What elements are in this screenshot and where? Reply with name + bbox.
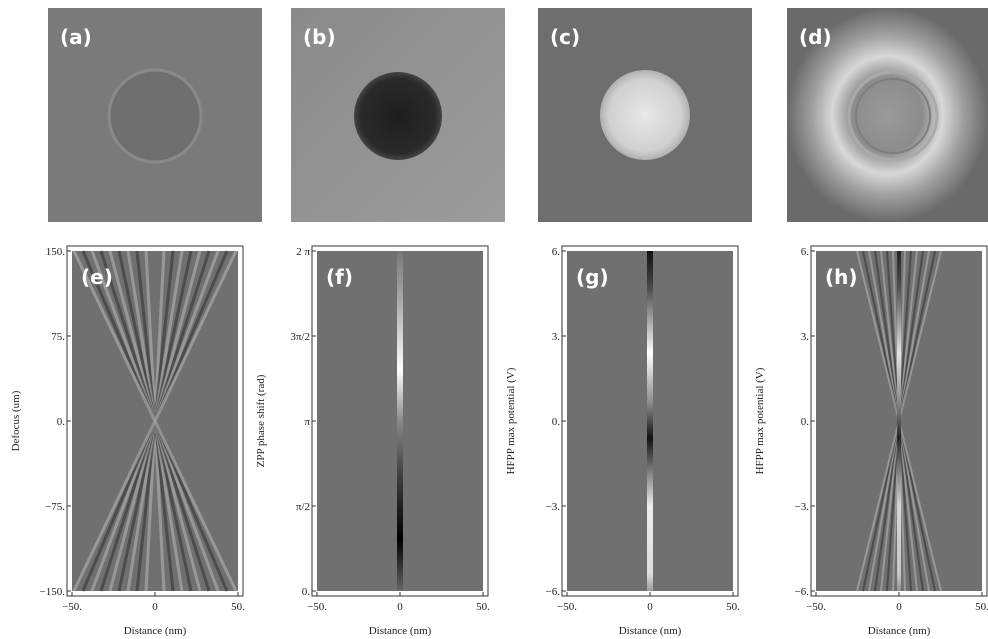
particle [109, 70, 201, 162]
y-tick-label: −6. [795, 586, 810, 598]
x-axis-label: Distance (nm) [868, 625, 931, 637]
x-tick-label: −50. [62, 601, 82, 613]
core [897, 251, 901, 591]
y-tick-label: 2 π [296, 246, 310, 258]
y-tick-label: −3. [795, 501, 810, 513]
x-axis-label: Distance (nm) [619, 625, 682, 637]
particle [600, 70, 690, 160]
y-tick-label: 6. [552, 246, 561, 258]
panel-label: (b) [303, 25, 336, 49]
y-tick-label: 0. [552, 416, 561, 428]
y-tick-label: π [304, 416, 310, 428]
x-axis-label: Distance (nm) [124, 625, 187, 637]
x-tick-label: 0 [896, 601, 902, 613]
panel-label: (e) [81, 265, 113, 289]
y-axis-label: HFPP max potential (V) [754, 367, 766, 474]
y-tick-label: 6. [801, 246, 810, 258]
y-tick-label: 0. [801, 416, 810, 428]
y-tick-label: 0. [57, 416, 66, 428]
x-tick-label: 50. [476, 601, 490, 613]
core [647, 251, 653, 591]
panel-label: (h) [825, 265, 858, 289]
panel-label: (f) [326, 265, 353, 289]
y-tick-label: −150. [40, 586, 66, 598]
plots: (e) −150. −75. 0. 75. 150. −50. 0 50. Distance (n… [10, 246, 988, 637]
x-tick-label: 0 [647, 601, 653, 613]
x-tick-label: 50. [726, 601, 740, 613]
x-tick-label: −50. [806, 601, 826, 613]
y-tick-label: −75. [45, 501, 65, 513]
y-axis-label: ZPP phase shift (rad) [255, 374, 267, 467]
x-tick-label: −50. [307, 601, 327, 613]
x-tick-label: −50. [557, 601, 577, 613]
y-tick-label: 3. [552, 331, 561, 343]
panel-label: (a) [60, 25, 92, 49]
particle [354, 72, 442, 160]
x-tick-label: 50. [975, 601, 988, 613]
figure: (e) −150. −75. 0. 75. 150. −50. 0 50. Distance (n… [0, 0, 988, 639]
y-axis-label: Defocus (um) [10, 390, 22, 451]
y-tick-label: π/2 [296, 501, 310, 513]
y-tick-label: 150. [46, 246, 66, 258]
page: (e) −150. −75. 0. 75. 150. −50. 0 50. Distance (n… [0, 0, 988, 639]
y-tick-label: −3. [546, 501, 561, 513]
y-axis-label: HFPP max potential (V) [505, 367, 517, 474]
x-tick-label: 0 [397, 601, 403, 613]
panel-label: (g) [576, 265, 609, 289]
x-tick-label: 50. [231, 601, 245, 613]
y-tick-label: 3. [801, 331, 810, 343]
panel-label: (d) [799, 25, 832, 49]
y-tick-label: 3π/2 [290, 331, 310, 343]
x-axis-label: Distance (nm) [369, 625, 432, 637]
y-tick-label: 75. [51, 331, 65, 343]
core [397, 251, 403, 591]
y-tick-label: −6. [546, 586, 561, 598]
x-tick-label: 0 [152, 601, 158, 613]
y-tick-label: 0. [302, 586, 311, 598]
panel-label: (c) [550, 25, 580, 49]
images [48, 8, 988, 222]
